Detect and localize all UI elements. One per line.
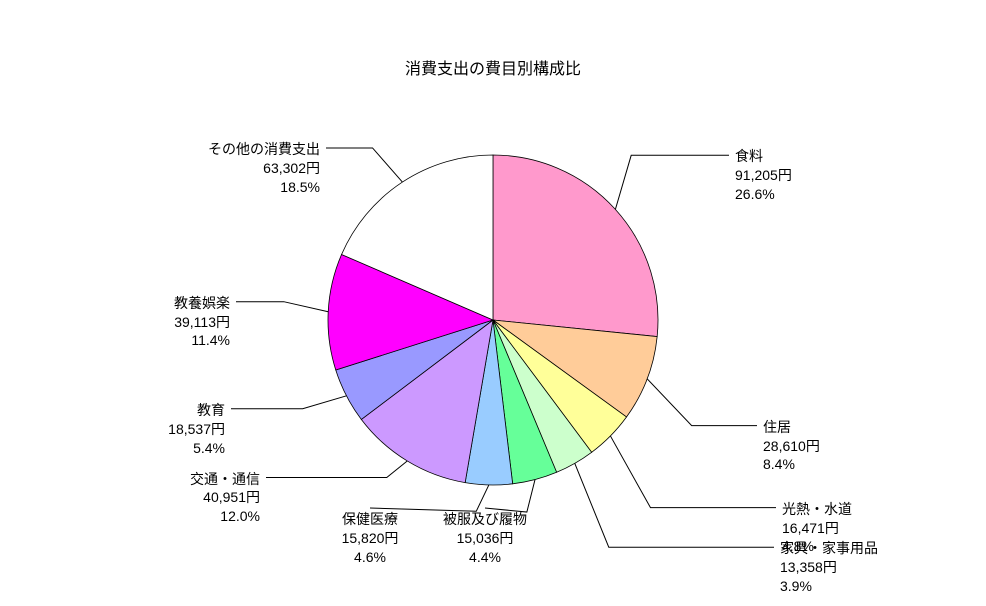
slice-name: 住居 xyxy=(763,418,820,437)
slice-amount: 40,951円 xyxy=(190,488,260,507)
slice-percent: 11.4% xyxy=(174,331,230,350)
slice-name: 食料 xyxy=(735,147,792,166)
slice-percent: 8.4% xyxy=(763,455,820,474)
slice-percent: 26.6% xyxy=(735,185,792,204)
slice-label: 家具・家事用品13,358円3.9% xyxy=(780,539,878,596)
slice-label: 保健医療15,820円4.6% xyxy=(342,510,399,567)
slice-name: 被服及び履物 xyxy=(443,510,527,529)
slice-amount: 63,302円 xyxy=(208,159,320,178)
slice-name: 光熱・水道 xyxy=(782,500,852,519)
slice-amount: 15,820円 xyxy=(342,529,399,548)
slice-name: 交通・通信 xyxy=(190,470,260,489)
leader-line xyxy=(266,461,407,478)
slice-name: その他の消費支出 xyxy=(208,140,320,159)
slice-amount: 91,205円 xyxy=(735,166,792,185)
slice-percent: 5.4% xyxy=(168,439,225,458)
slice-percent: 3.9% xyxy=(780,577,878,596)
slice-percent: 12.0% xyxy=(190,507,260,526)
slice-label: 被服及び履物15,036円4.4% xyxy=(443,510,527,567)
slice-label: 教養娯楽39,113円11.4% xyxy=(174,294,230,351)
slice-name: 教育 xyxy=(168,401,225,420)
leader-line xyxy=(326,148,402,182)
slice-label: 住居28,610円8.4% xyxy=(763,418,820,475)
pie-slice xyxy=(493,155,658,337)
leader-line xyxy=(231,396,346,409)
slice-amount: 39,113円 xyxy=(174,313,230,332)
slice-amount: 15,036円 xyxy=(443,529,527,548)
leader-line xyxy=(236,302,328,312)
leader-line xyxy=(610,436,776,508)
leader-line xyxy=(575,463,774,547)
slice-percent: 18.5% xyxy=(208,178,320,197)
slice-amount: 13,358円 xyxy=(780,558,878,577)
leader-line xyxy=(615,155,729,209)
slice-label: その他の消費支出63,302円18.5% xyxy=(208,140,320,197)
slice-percent: 4.6% xyxy=(342,548,399,567)
slice-amount: 16,471円 xyxy=(782,519,852,538)
leader-line xyxy=(647,379,757,426)
pie-chart-container: 消費支出の費目別構成比 食料91,205円26.6%住居28,610円8.4%光… xyxy=(0,0,986,606)
slice-percent: 4.4% xyxy=(443,548,527,567)
slice-amount: 28,610円 xyxy=(763,437,820,456)
slice-amount: 18,537円 xyxy=(168,420,225,439)
slice-name: 教養娯楽 xyxy=(174,294,230,313)
slice-name: 保健医療 xyxy=(342,510,399,529)
slice-label: 食料91,205円26.6% xyxy=(735,147,792,204)
slice-label: 教育18,537円5.4% xyxy=(168,401,225,458)
slice-name: 家具・家事用品 xyxy=(780,539,878,558)
slice-label: 交通・通信40,951円12.0% xyxy=(190,470,260,527)
leader-line xyxy=(370,485,489,511)
